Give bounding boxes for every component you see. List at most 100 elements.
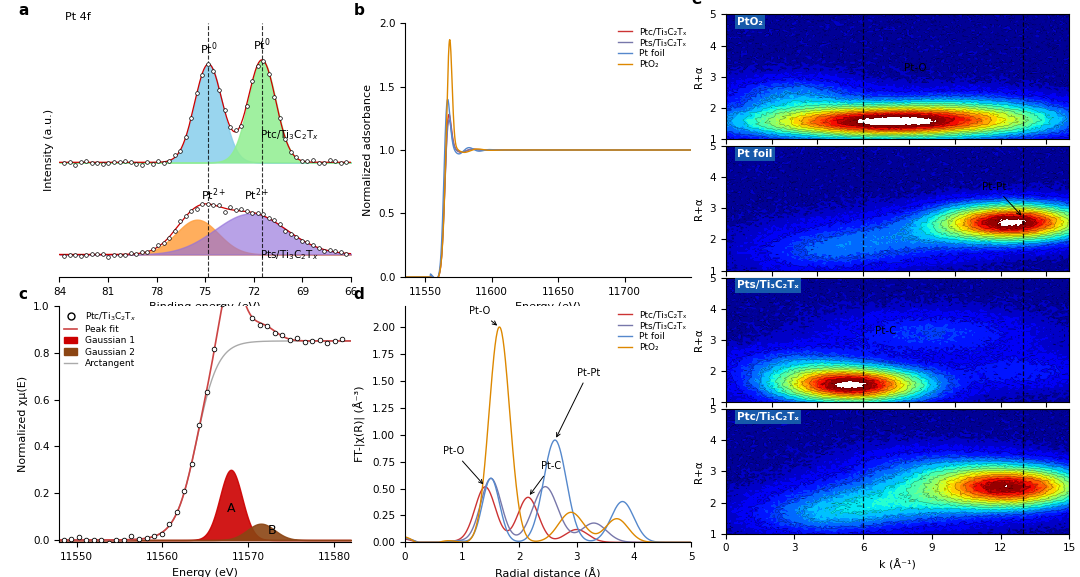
Point [310,158,327,167]
Y-axis label: Normalized adsorbance: Normalized adsorbance [363,84,373,216]
PtO₂ [685,539,698,546]
Point [144,245,161,254]
Point [63,535,80,544]
Line: Ptc/Ti₃C₂Tₓ: Ptc/Ti₃C₂Tₓ [405,487,691,542]
Point [123,531,140,541]
Ptc/Ti₃C₂Tₓ [399,535,411,542]
PtO₂ [538,536,551,543]
Point [266,328,283,337]
PtO₂ [410,539,423,546]
Ptc/Ti₃C₂Tₓ [633,147,646,153]
Text: Pt$^{2+}$: Pt$^{2+}$ [244,186,270,203]
Point [255,57,272,66]
Point [146,532,163,541]
Text: a: a [18,3,29,18]
Point [156,159,173,168]
Text: d: d [353,287,364,302]
Ptc/Ti₃C₂Tₓ [411,539,424,546]
Point [338,157,355,166]
Pt foil [633,147,646,153]
Point [122,158,139,167]
Ptc/Ti₃C₂Tₓ [634,539,647,546]
Point [227,206,244,215]
PtO₂ [521,147,534,153]
Point [149,241,167,250]
Text: Pt$^0$: Pt$^0$ [253,36,271,53]
Point [232,204,249,213]
Ptc/Ti₃C₂Tₓ [679,539,692,546]
Text: PtO₂: PtO₂ [738,17,764,27]
Pts/Ti₃C₂Tₓ [554,513,567,520]
Point [205,200,222,209]
Point [238,207,255,216]
Point [205,66,222,76]
Point [144,159,161,168]
Point [138,533,156,542]
Point [106,158,123,167]
Ptc/Ti₃C₂Tₓ [521,147,534,153]
Pts/Ti₃C₂Tₓ [634,539,647,546]
Pt foil [399,273,411,280]
Point [127,249,145,258]
Text: A: A [227,502,235,515]
Point [287,232,305,241]
Point [216,106,233,115]
Point [249,61,267,70]
Pt foil [638,147,651,153]
Point [311,335,328,344]
Pts/Ti₃C₂Tₓ [638,147,651,153]
Point [111,250,129,260]
Point [153,530,171,539]
Text: e: e [691,0,702,8]
Point [83,158,100,167]
Legend: Ptc/Ti₃C₂Tₓ, Pts/Ti₃C₂Tₓ, Pt foil, PtO₂: Ptc/Ti₃C₂Tₓ, Pts/Ti₃C₂Tₓ, Pt foil, PtO₂ [618,310,687,352]
Point [93,535,110,545]
Line: Ptc/Ti₃C₂Tₓ: Ptc/Ti₃C₂Tₓ [405,114,704,279]
Text: Pt foil: Pt foil [738,149,772,159]
Text: Pt-C: Pt-C [530,461,561,494]
Point [315,158,333,167]
Point [303,337,321,346]
PtO₂ [443,36,456,43]
X-axis label: Energy (eV): Energy (eV) [173,568,238,577]
Point [255,209,272,219]
Ptc/Ti₃C₂Tₓ [638,147,651,153]
Point [326,336,343,345]
Y-axis label: R+α: R+α [693,328,704,351]
Pt foil [411,539,424,546]
Point [321,245,338,254]
PtO₂ [429,276,442,283]
Ptc/Ti₃C₂Tₓ [531,147,544,153]
Line: Pts/Ti₃C₂Tₓ: Pts/Ti₃C₂Tₓ [405,120,704,279]
Point [188,205,205,214]
Point [282,147,299,156]
Point [188,88,205,97]
Point [106,250,123,260]
Pts/Ti₃C₂Tₓ [399,273,411,280]
Text: Ptc/Ti₃C₂Tₓ: Ptc/Ti₃C₂Tₓ [738,412,799,422]
Pt foil [441,96,454,103]
Point [62,157,79,166]
Point [321,156,338,165]
Point [221,203,239,212]
Point [83,250,100,259]
Point [315,246,333,256]
Point [228,278,245,287]
Text: c: c [18,287,28,302]
Point [205,344,222,353]
PtO₂ [570,511,583,518]
Pts/Ti₃C₂Tₓ [443,117,456,123]
Point [200,200,217,209]
X-axis label: Binding energy (eV): Binding energy (eV) [149,302,261,312]
Point [99,158,117,167]
Point [243,313,260,323]
Y-axis label: FT-|χ(R)| (Å⁻³): FT-|χ(R)| (Å⁻³) [354,386,366,462]
Text: Ptc/Ti$_3$C$_2$T$_x$: Ptc/Ti$_3$C$_2$T$_x$ [260,128,319,141]
Point [266,215,283,224]
Point [166,226,184,235]
Point [258,321,275,331]
Y-axis label: R+α: R+α [693,460,704,483]
Point [72,252,90,261]
Ptc/Ti₃C₂Tₓ [605,147,618,153]
Point [299,156,316,166]
